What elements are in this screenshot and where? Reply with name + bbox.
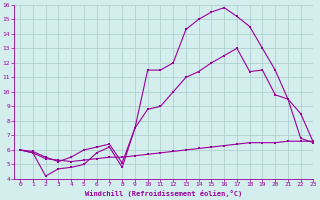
X-axis label: Windchill (Refroidissement éolien,°C): Windchill (Refroidissement éolien,°C) (85, 190, 242, 197)
